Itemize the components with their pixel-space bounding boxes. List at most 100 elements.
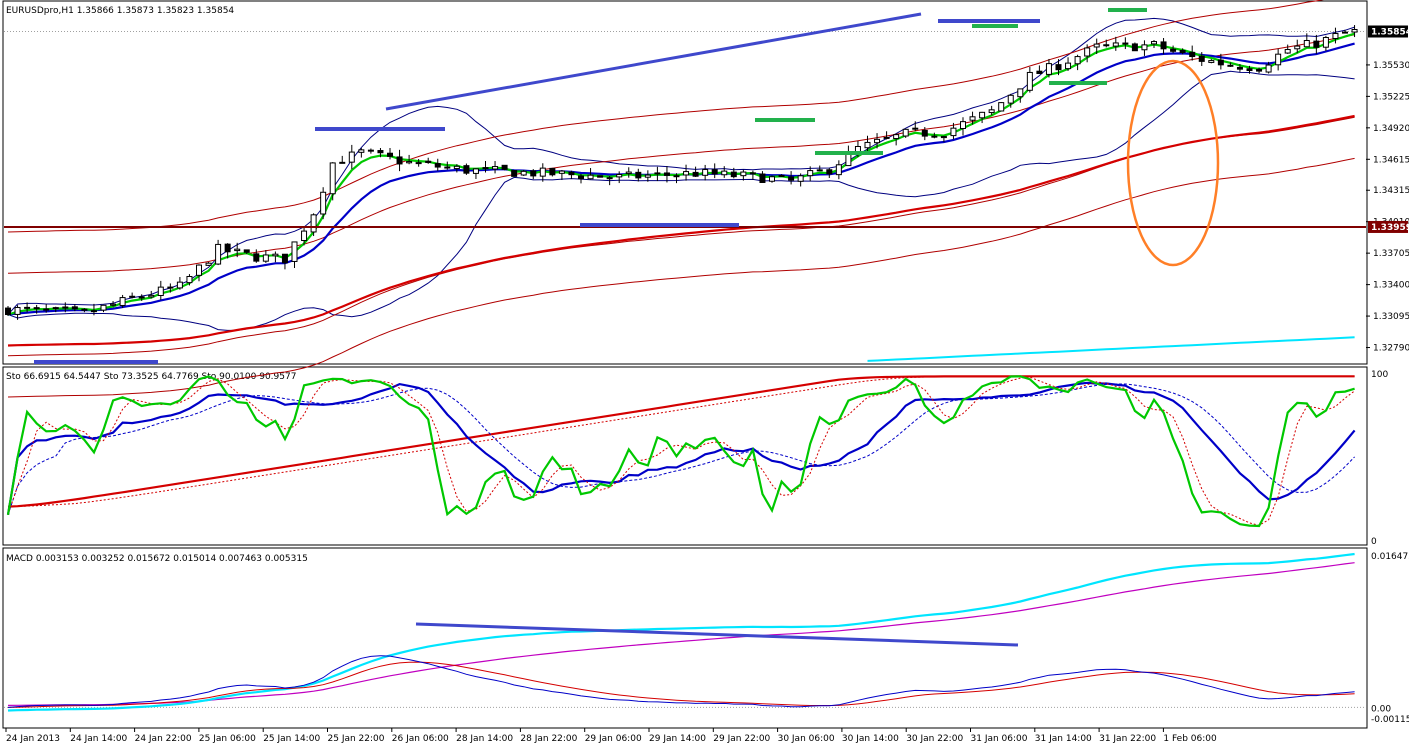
candle-body — [616, 173, 623, 178]
stochastic-slow-main — [7, 375, 1355, 508]
candle-body — [654, 172, 661, 175]
candle-body — [960, 121, 966, 130]
candle-body — [807, 170, 814, 177]
candle-body — [119, 297, 126, 306]
candle-body — [81, 308, 88, 311]
candle-body — [387, 152, 393, 157]
candle-body — [1160, 41, 1167, 50]
candle-body — [148, 294, 155, 298]
candle-body — [157, 286, 164, 296]
candle-body — [606, 177, 613, 180]
candle-body — [663, 172, 670, 176]
bollinger-lower-line — [7, 70, 1355, 331]
candle-body — [1342, 31, 1348, 34]
time-label: 30 Jan 14:00 — [842, 734, 899, 744]
candle-body — [1103, 44, 1110, 47]
price-tick-label: 1.35225 — [1373, 92, 1409, 102]
candle-body — [1017, 88, 1024, 98]
candle-body — [243, 249, 250, 253]
mid-ma-line — [7, 42, 1355, 316]
candle-body — [721, 170, 728, 176]
macd-panel-title: MACD 0.003153 0.003252 0.015672 0.015014… — [6, 554, 308, 564]
candle-body — [215, 243, 222, 265]
candle-body — [262, 254, 269, 262]
candle-body — [281, 253, 288, 264]
candle-body — [979, 111, 986, 119]
envelope-line-1 — [7, 116, 1355, 357]
candle-body — [864, 141, 871, 149]
candle-body — [1112, 42, 1119, 47]
time-label: 30 Jan 22:00 — [906, 734, 963, 744]
candle-body — [1313, 40, 1320, 48]
candle-body — [167, 286, 174, 289]
candle-body — [883, 136, 890, 139]
candle-body — [683, 171, 690, 176]
candle-body — [110, 303, 117, 306]
time-label: 25 Jan 22:00 — [328, 734, 385, 744]
candle-body — [71, 306, 78, 310]
candle-body — [711, 169, 718, 175]
candle-body — [1074, 56, 1081, 65]
candle-body — [396, 156, 403, 165]
candle-body — [759, 173, 766, 183]
stochastic-panel-title: Sto 66.6915 64.5447 Sto 73.3525 64.7769 … — [6, 372, 296, 382]
level-price-tag — [1368, 220, 1408, 233]
current-price-tag — [1368, 25, 1408, 38]
candle-body — [492, 166, 499, 170]
candle-body — [797, 175, 804, 182]
stochastic-slow-signal — [7, 375, 1355, 508]
candle-body — [950, 127, 957, 137]
slow-ma-line — [7, 114, 1355, 347]
candle-body — [539, 167, 546, 177]
time-label: 26 Jan 06:00 — [392, 734, 449, 744]
candle-body — [1093, 43, 1100, 48]
candle-body — [740, 171, 747, 177]
candle-body — [1026, 71, 1033, 91]
candle-body — [310, 214, 317, 233]
macd-lines — [4, 552, 1366, 712]
time-axis: 24 Jan 2013 24 Jan 14:00 24 Jan 22:00 25 Ja… — [5, 728, 1217, 744]
time-label: 25 Jan 06:00 — [199, 734, 256, 744]
price-overlays — [7, 0, 1355, 398]
candle-body — [1303, 40, 1310, 48]
candle-body — [1151, 41, 1157, 45]
macd-divergence-trendline — [415, 622, 1019, 647]
macd-tick-label: 0.00 — [1371, 704, 1391, 714]
price-tick-label: 1.34315 — [1373, 186, 1409, 196]
price-panel-title: EURUSDpro,H1 1.35866 1.35873 1.35823 1.3… — [6, 6, 234, 16]
candle-body — [1189, 51, 1196, 58]
level-price-label: 1.33959 — [1371, 223, 1409, 233]
candle-body — [778, 174, 785, 177]
time-label: 31 Jan 14:00 — [1035, 734, 1092, 744]
candle-body — [644, 174, 651, 178]
candle-body — [912, 127, 919, 130]
candle-body — [453, 165, 460, 170]
candle-body — [1256, 68, 1263, 72]
candle-body — [730, 171, 737, 178]
stochastic-tick-label: 100 — [1371, 370, 1388, 380]
candle-body — [1131, 43, 1138, 52]
time-label: 31 Jan 22:00 — [1099, 734, 1156, 744]
candle-body — [1036, 70, 1043, 74]
candle-body — [625, 171, 632, 175]
time-label: 24 Jan 22:00 — [135, 734, 192, 744]
candle-body — [568, 171, 575, 176]
candle-body — [1236, 66, 1243, 70]
candle-body — [520, 170, 527, 176]
candle-body — [472, 168, 479, 174]
candle-body — [444, 166, 451, 169]
price-tick-label: 1.32790 — [1373, 344, 1409, 354]
candle-body — [902, 128, 909, 137]
candle-body — [1198, 55, 1205, 62]
candle-body — [5, 307, 11, 316]
candle-body — [816, 169, 823, 172]
stochastic-fast-main — [6, 375, 1355, 528]
time-label: 24 Jan 2013 — [6, 734, 60, 744]
candle-body — [1122, 42, 1129, 45]
current-price-label: 1.35854 — [1371, 27, 1409, 37]
candle-body — [530, 170, 537, 177]
time-label: 29 Jan 14:00 — [649, 734, 706, 744]
candle-body — [749, 172, 756, 175]
macd-tick-label: -0.00115 — [1371, 715, 1409, 725]
